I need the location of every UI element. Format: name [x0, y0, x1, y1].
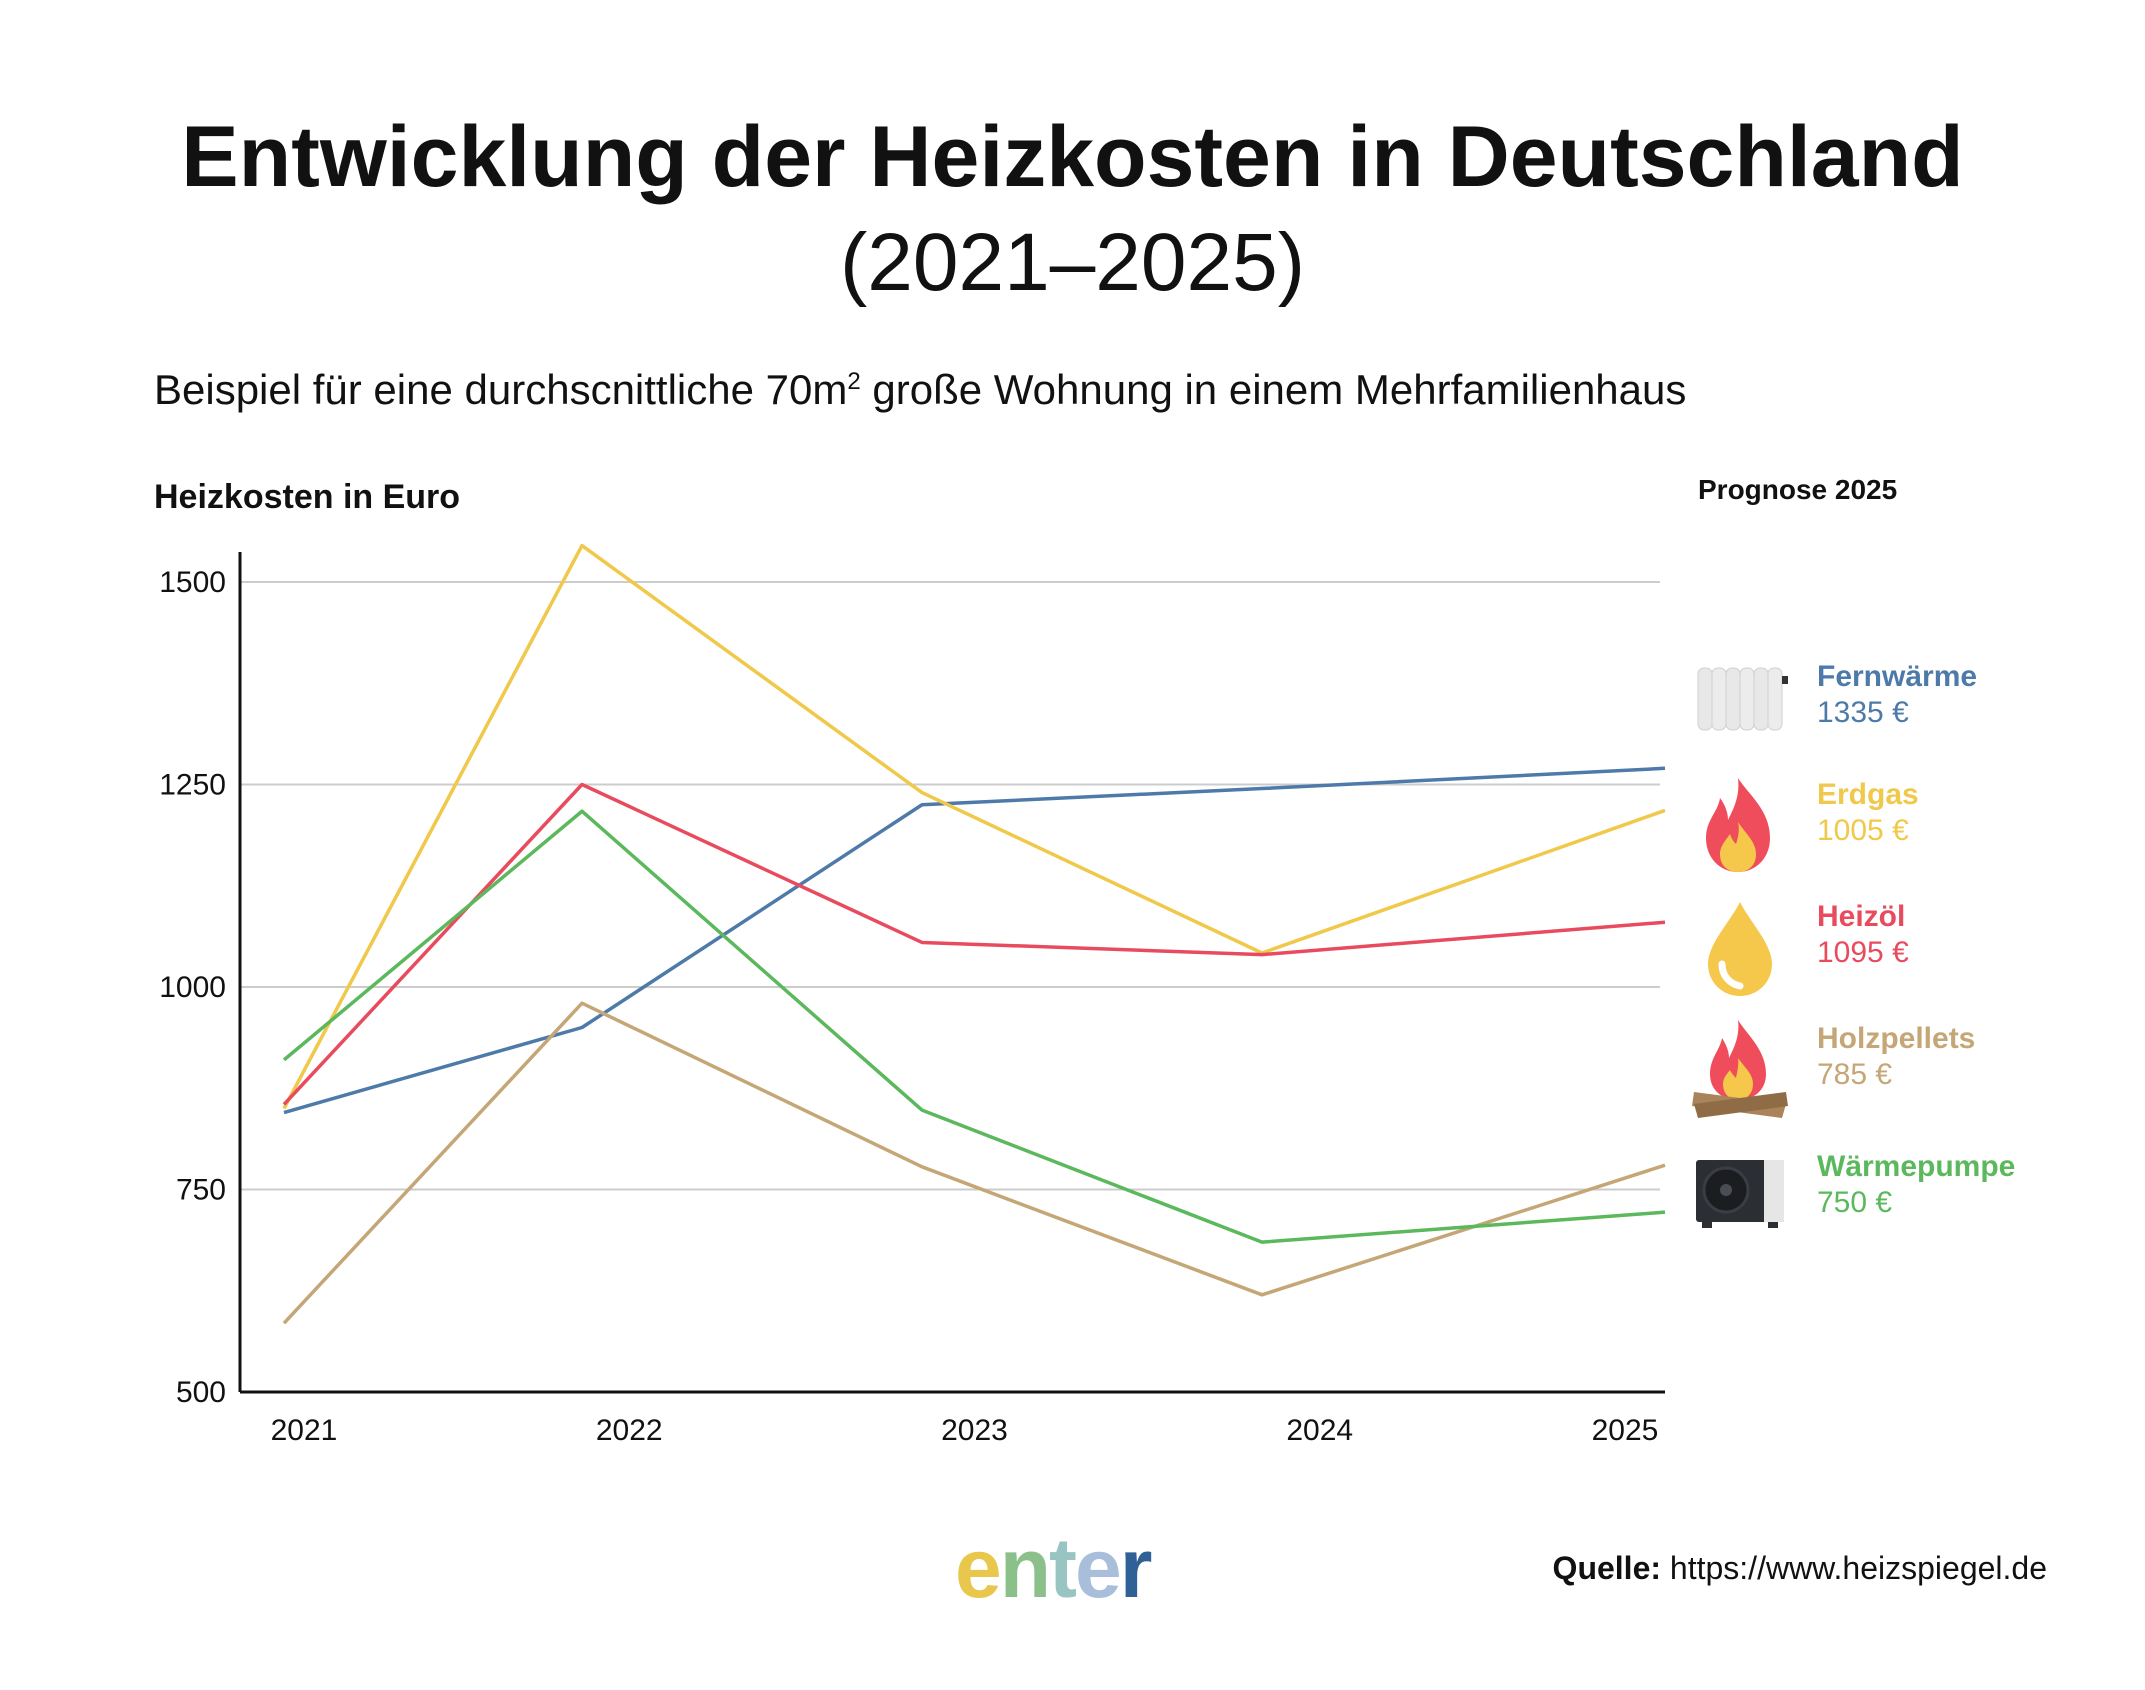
- y-axis-label: Heizkosten in Euro: [154, 478, 461, 516]
- legend-value: 1095 €: [1817, 936, 1909, 969]
- legend-value: 785 €: [1817, 1058, 1893, 1091]
- series-line: [282, 543, 1666, 1110]
- description-text: Beispiel für eine durchscnittliche 70m: [154, 366, 848, 413]
- logo-letter: t: [1049, 1521, 1077, 1615]
- legend-item-holzpellets: Holzpellets 785 €: [1690, 1020, 2120, 1120]
- legend-name: Heizöl: [1817, 900, 1906, 933]
- radiator-icon: [1690, 658, 1790, 758]
- description-text-end: große Wohnung in einem Mehrfamilienhaus: [860, 366, 1687, 413]
- source-note: Quelle: https://www.heizspiegel.de: [1553, 1550, 2047, 1587]
- heat-pump-icon: [1690, 1148, 1790, 1248]
- legend-item-erdgas: Erdgas 1005 €: [1690, 776, 2120, 876]
- legend-item-heizoel: Heizöl 1095 €: [1690, 898, 2120, 998]
- source-url: https://www.heizspiegel.de: [1661, 1550, 2047, 1586]
- x-tick-label: 2025: [1592, 1414, 1659, 1447]
- x-tick-label: 2024: [1286, 1414, 1353, 1447]
- legend-title: Prognose 2025: [1698, 474, 1898, 505]
- chart-description: Beispiel für eine durchscnittliche 70m2 …: [154, 366, 1686, 414]
- legend-value: 750 €: [1817, 1186, 1893, 1219]
- x-tick-label: 2022: [596, 1414, 663, 1447]
- series-line: [282, 1001, 1666, 1325]
- source-label: Quelle:: [1552, 1550, 1662, 1586]
- legend-value: 1335 €: [1817, 696, 1909, 729]
- logo-letter: r: [1119, 1521, 1153, 1615]
- legend-item-fernwaerme: Fernwärme 1335 €: [1690, 658, 2120, 758]
- series-line: [283, 766, 1666, 1115]
- chart-subtitle: (2021–2025): [839, 217, 1306, 308]
- x-tick-label: 2023: [941, 1414, 1008, 1447]
- logo-letter: n: [999, 1521, 1051, 1615]
- oil-drop-icon: [1690, 898, 1790, 998]
- series-line: [282, 782, 1666, 1106]
- series-line: [282, 809, 1666, 1244]
- description-superscript: 2: [847, 368, 861, 395]
- chart-title: Entwicklung der Heizkosten in Deutschlan…: [181, 109, 1964, 205]
- legend-item-waermepumpe: Wärmepumpe 750 €: [1690, 1148, 2120, 1248]
- logo-letter: e: [1075, 1521, 1122, 1615]
- legend-name: Fernwärme: [1817, 660, 1978, 693]
- y-tick-label: 750: [176, 1174, 226, 1207]
- x-tick-label: 2021: [271, 1414, 338, 1447]
- legend-value: 1005 €: [1817, 814, 1909, 847]
- legend-name: Wärmepumpe: [1817, 1150, 2016, 1183]
- enter-logo: enter: [955, 1520, 1153, 1617]
- legend-name: Holzpellets: [1817, 1022, 1976, 1055]
- y-tick-label: 1250: [159, 769, 226, 802]
- flame-icon: [1690, 776, 1790, 876]
- y-tick-label: 1500: [159, 566, 226, 599]
- y-tick-label: 1000: [159, 971, 226, 1004]
- campfire-icon: [1690, 1020, 1790, 1120]
- logo-letter: e: [955, 1521, 1002, 1615]
- legend-name: Erdgas: [1817, 778, 1919, 811]
- y-tick-label: 500: [176, 1376, 226, 1409]
